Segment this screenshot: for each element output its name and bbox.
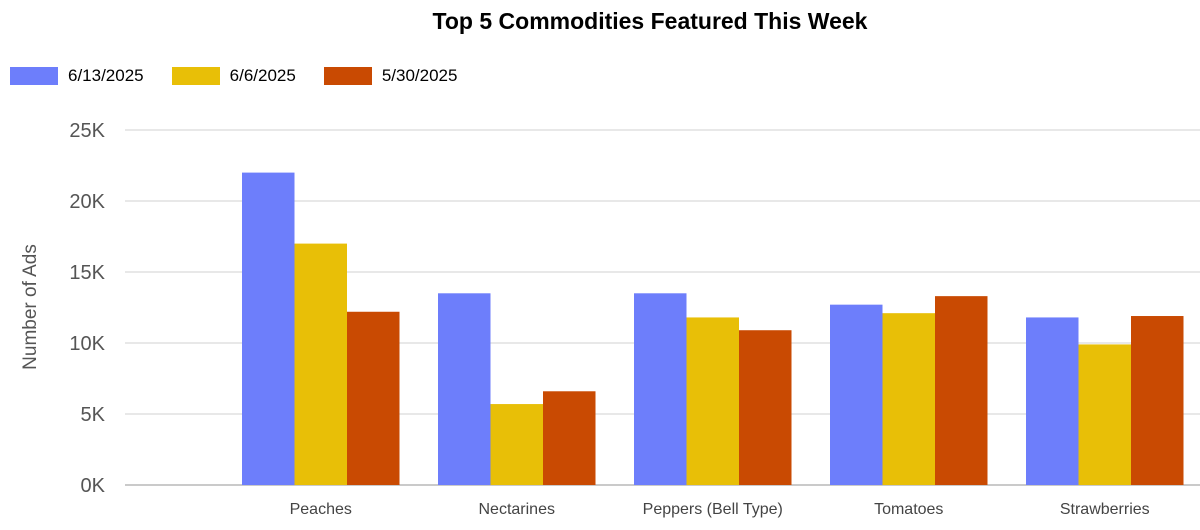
y-axis-title: Number of Ads — [20, 244, 41, 370]
y-tick-label: 20K — [69, 191, 105, 213]
bar — [438, 293, 491, 485]
bar — [490, 404, 543, 485]
y-tick-label: 5K — [81, 404, 106, 426]
bar — [294, 243, 347, 485]
x-axis-categories: Peaches Nectarines Peppers (Bell Type) Toma… — [290, 501, 1150, 518]
y-axis-ticks: 0K 5K 10K 15K 20K 25K — [69, 120, 105, 497]
y-tick-label: 25K — [69, 120, 105, 142]
legend-label-series-2: 6/6/2025 — [229, 66, 296, 85]
y-tick-label: 10K — [69, 333, 105, 355]
bars — [242, 172, 1184, 485]
legend-item-series-3: 5/30/2025 — [323, 66, 458, 86]
legend-label-series-1: 6/13/2025 — [68, 66, 144, 85]
bar — [634, 293, 687, 485]
y-tick-label: 0K — [81, 475, 106, 497]
legend-swatch-series-3 — [323, 67, 372, 85]
legend-item-series-2: 6/6/2025 — [171, 66, 296, 86]
x-category-label: Nectarines — [479, 501, 555, 518]
bar — [830, 304, 883, 485]
legend-swatch-series-2 — [171, 67, 220, 85]
x-category-label: Peaches — [290, 501, 352, 518]
x-category-label: Peppers (Bell Type) — [643, 501, 783, 518]
bar — [739, 330, 792, 485]
y-tick-label: 15K — [69, 262, 105, 284]
legend-label-series-3: 5/30/2025 — [381, 66, 458, 85]
legend-swatch-series-1 — [10, 67, 58, 85]
bar — [242, 172, 295, 485]
bar — [1131, 316, 1184, 485]
x-category-label: Strawberries — [1060, 501, 1150, 518]
legend-item-series-1: 6/13/2025 — [10, 66, 144, 86]
bar — [347, 311, 400, 485]
bar — [686, 317, 739, 485]
bar — [543, 391, 596, 485]
chart-title: Top 5 Commodities Featured This Week — [432, 8, 868, 34]
bar — [882, 313, 935, 485]
bar — [935, 296, 988, 485]
bar — [1078, 344, 1131, 485]
legend: 6/13/2025 6/6/2025 5/30/2025 — [10, 64, 485, 88]
x-category-label: Tomatoes — [874, 501, 943, 518]
bar — [1026, 317, 1079, 485]
